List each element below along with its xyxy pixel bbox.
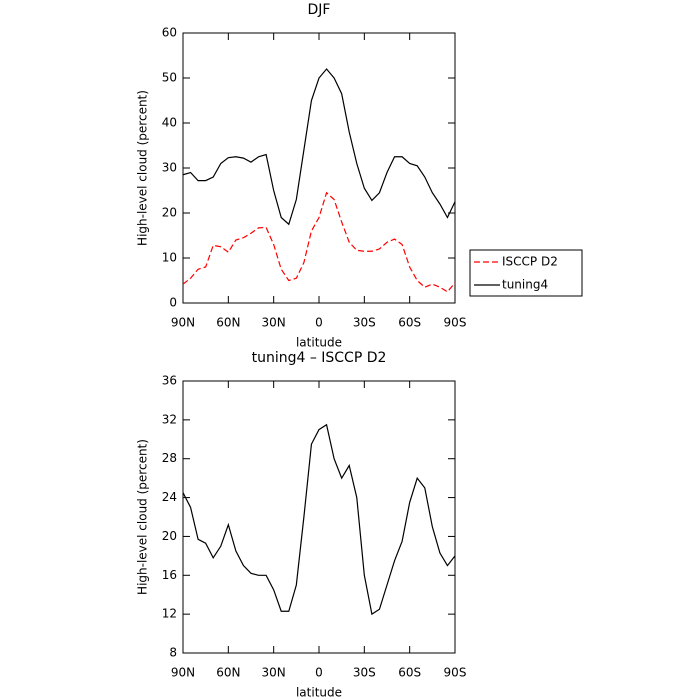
y-tick-label: 60 (162, 26, 177, 40)
x-tick-label: 90N (171, 666, 195, 680)
legend-label: tuning4 (502, 278, 548, 292)
data-line (182, 423, 456, 616)
x-tick-label: 30N (262, 316, 286, 330)
plot-frame (182, 380, 456, 654)
y-tick-label: 32 (162, 412, 177, 426)
x-tick-label: 30S (353, 666, 376, 680)
y-tick-label: 8 (169, 646, 177, 660)
y-tick-label: 36 (162, 374, 177, 388)
x-tick-label: 60S (398, 316, 421, 330)
x-tick-label: 0 (315, 666, 323, 680)
x-tick-label: 90S (444, 666, 467, 680)
chart-title: tuning4 – ISCCP D2 (252, 350, 387, 366)
y-tick-label: 20 (162, 206, 177, 220)
y-tick-label: 24 (162, 490, 177, 504)
legend-box (469, 249, 583, 297)
x-axis-label: latitude (296, 336, 342, 350)
chart-title: DJF (308, 2, 331, 18)
y-tick-label: 50 (162, 71, 177, 85)
y-tick-label: 28 (162, 451, 177, 465)
x-tick-label: 60S (398, 666, 421, 680)
data-line (182, 68, 456, 226)
x-tick-label: 60N (216, 666, 240, 680)
y-tick-label: 16 (162, 568, 177, 582)
y-tick-label: 40 (162, 116, 177, 130)
x-tick-label: 30N (262, 666, 286, 680)
y-tick-label: 0 (169, 296, 177, 310)
x-tick-label: 90N (171, 316, 195, 330)
plot-frame (182, 32, 456, 304)
y-tick-label: 20 (162, 529, 177, 543)
x-tick-label: 0 (315, 316, 323, 330)
x-tick-label: 30S (353, 316, 376, 330)
y-axis-label: High-level cloud (percent) (136, 439, 150, 595)
x-tick-label: 90S (444, 316, 467, 330)
legend-label: ISCCP D2 (502, 255, 558, 269)
y-tick-label: 10 (162, 251, 177, 265)
y-axis-label: High-level cloud (percent) (136, 90, 150, 246)
y-tick-label: 30 (162, 161, 177, 175)
x-axis-label: latitude (296, 686, 342, 700)
y-tick-label: 12 (162, 607, 177, 621)
data-line (182, 191, 456, 293)
x-tick-label: 60N (216, 316, 240, 330)
